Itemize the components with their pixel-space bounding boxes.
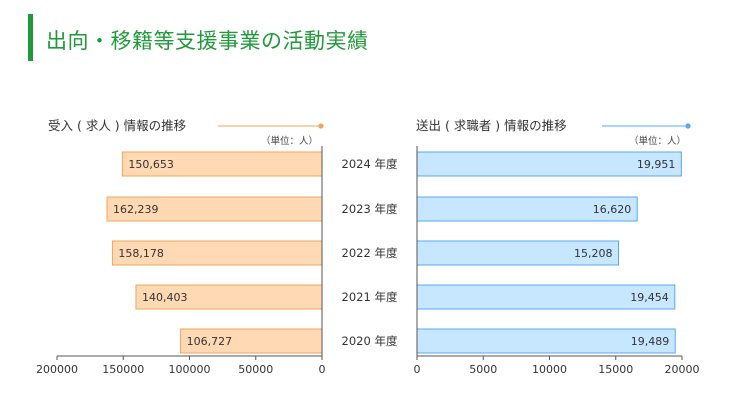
right-x-tick-label: 0 <box>414 363 421 376</box>
left-x-tick-label: 150000 <box>102 363 144 376</box>
right-bar <box>416 328 676 354</box>
category-label: 2020 年度 <box>342 334 398 348</box>
right-bar-value-label: 15,208 <box>574 247 613 260</box>
left-unit-label: （単位：人） <box>261 135 318 147</box>
right-x-tick-label: 10000 <box>532 363 567 376</box>
right-title-dot <box>685 123 691 129</box>
right-bar-value-label: 19,454 <box>630 291 669 304</box>
left-x-tick-label: 200000 <box>36 363 78 376</box>
left-x-tick-label: 100000 <box>169 363 211 376</box>
right-bar <box>416 284 676 310</box>
left-bar-value-label: 140,403 <box>142 291 188 304</box>
category-label: 2022 年度 <box>342 246 398 260</box>
right-bar-value-label: 19,489 <box>631 335 670 348</box>
right-chart-title: 送出 ( 求職者 ) 情報の推移 <box>416 118 567 133</box>
category-label: 2023 年度 <box>342 202 398 216</box>
right-bar <box>416 196 638 222</box>
left-bar-value-label: 158,178 <box>118 247 164 260</box>
right-x-tick-label: 5000 <box>469 363 497 376</box>
left-bar <box>121 151 323 177</box>
left-bar-value-label: 162,239 <box>113 203 159 216</box>
left-title-dot <box>318 123 324 129</box>
left-bar-value-label: 106,727 <box>187 335 233 348</box>
left-bar <box>106 196 323 222</box>
page-title: 出向・移籍等支援事業の活動実績 <box>46 29 369 53</box>
left-x-tick-label: 0 <box>319 363 326 376</box>
right-bar-value-label: 19,951 <box>637 158 676 171</box>
left-bar-value-label: 150,653 <box>128 158 174 171</box>
left-x-tick-label: 50000 <box>238 363 273 376</box>
right-x-tick-label: 20000 <box>665 363 700 376</box>
left-chart-title: 受入 ( 求人 ) 情報の推移 <box>48 118 186 133</box>
right-unit-label: （単位：人） <box>629 135 686 147</box>
category-label: 2021 年度 <box>342 290 398 304</box>
category-label: 2024 年度 <box>342 157 398 171</box>
right-bar-value-label: 16,620 <box>593 203 632 216</box>
right-x-tick-label: 15000 <box>598 363 633 376</box>
title-accent-bar <box>28 14 33 61</box>
